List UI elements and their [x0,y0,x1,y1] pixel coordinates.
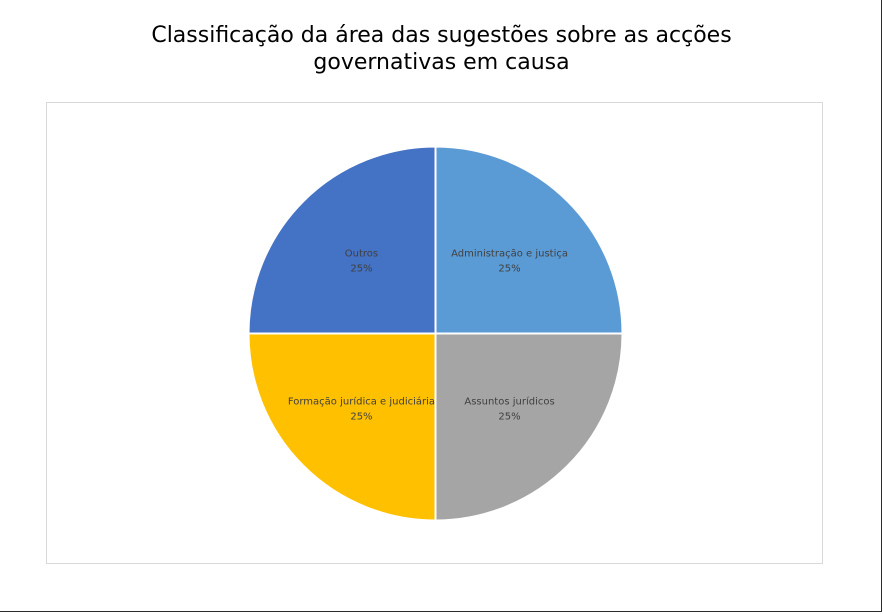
chart-title-line-1: Classificação da área das sugestões sobr… [151,23,732,48]
chart-title: Classificação da área das sugestões sobr… [0,22,883,76]
slice-category-label-1: Assuntos jurídicos [464,396,554,408]
slice-percent-label-0: 25% [498,263,520,274]
pie-slice-1 [434,332,624,522]
pie-labels: Administração e justiça 25% Assuntos juríd… [288,248,568,422]
slice-category-label-0: Administração e justiça [451,248,568,259]
pie-slice-3 [247,145,437,335]
slice-percent-label-3: 25% [350,263,372,274]
slice-category-label-3: Outros [345,248,378,259]
plot-area [46,102,823,564]
pie-slices [247,145,624,522]
slice-category-label-2: Formação jurídica e judiciária [288,396,435,408]
pie-slice-2 [247,332,437,522]
slice-percent-label-1: 25% [498,412,520,423]
pie-slice-0 [434,145,624,335]
chart-title-line-2: governativas em causa [313,50,570,75]
slice-percent-label-2: 25% [350,412,372,423]
